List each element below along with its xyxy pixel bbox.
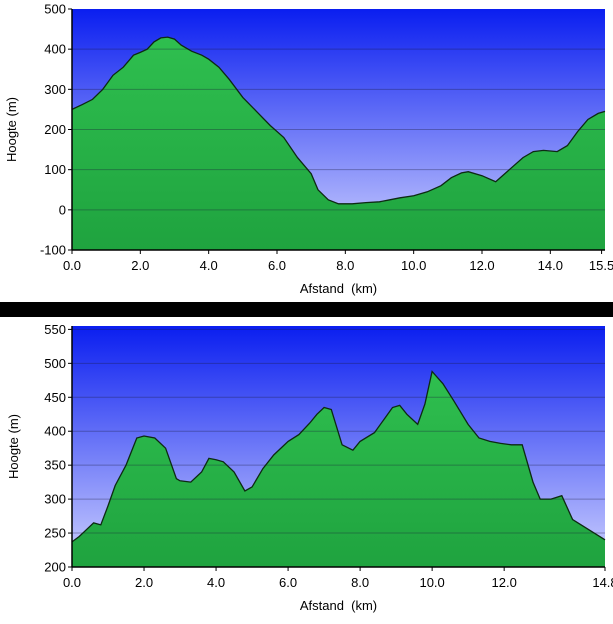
x-tick-label: 15.5 (589, 258, 613, 273)
x-tick-label: 2.0 (131, 258, 149, 273)
x-axis-label: Afstand (km) (300, 281, 377, 296)
y-axis-label: Hoogte (m) (6, 414, 21, 479)
x-tick-label: 0.0 (63, 575, 81, 590)
y-tick-label: 400 (44, 42, 66, 57)
elevation-line (71, 36, 606, 205)
x-tick-label: 4.0 (207, 575, 225, 590)
y-axis-label: Hoogte (m) (4, 97, 19, 162)
x-tick-label: 8.0 (351, 575, 369, 590)
chart-top-panel: 500 400 300 200 100 0 -100 0.0 2.0 4.0 6.0 8.0 10.0 1… (0, 0, 613, 302)
y-tick-label: 450 (44, 390, 66, 405)
y-tick-label: 500 (44, 356, 66, 371)
x-tick-label: 4.0 (200, 258, 218, 273)
x-tick-label: 12.0 (492, 575, 517, 590)
chart-bottom-panel: 550 500 450 400 350 300 250 200 0.0 2.0 4.0 6.0 8.0 1… (0, 317, 613, 624)
x-tick-label: 12.0 (469, 258, 494, 273)
y-tick-label: 100 (44, 162, 66, 177)
panel-separator (0, 302, 613, 317)
elevation-area (72, 371, 605, 567)
x-tick-label: 0.0 (63, 258, 81, 273)
y-tick-label: 0 (59, 202, 66, 217)
y-tick-label: 500 (44, 2, 66, 17)
elevation-area (72, 37, 605, 250)
x-tick-label: 10.0 (419, 575, 444, 590)
y-tick-label: 300 (44, 82, 66, 97)
x-tick-label: 8.0 (336, 258, 354, 273)
x-tick-label: 6.0 (279, 575, 297, 590)
y-tick-label: 200 (44, 560, 66, 575)
x-tick-label: 2.0 (135, 575, 153, 590)
x-tick-label: 14.0 (538, 258, 563, 273)
y-tick-label: 250 (44, 526, 66, 541)
y-tick-label: -100 (40, 243, 66, 258)
y-tick-label: 200 (44, 122, 66, 137)
x-axis-label: Afstand (km) (300, 598, 377, 613)
elevation-line (71, 370, 606, 543)
x-tick-label: 10.0 (401, 258, 426, 273)
x-tick-label: 6.0 (268, 258, 286, 273)
y-tick-label: 300 (44, 492, 66, 507)
x-tick-label: 14.8 (592, 575, 613, 590)
y-tick-label: 400 (44, 424, 66, 439)
y-tick-label: 550 (44, 322, 66, 337)
y-tick-label: 350 (44, 458, 66, 473)
